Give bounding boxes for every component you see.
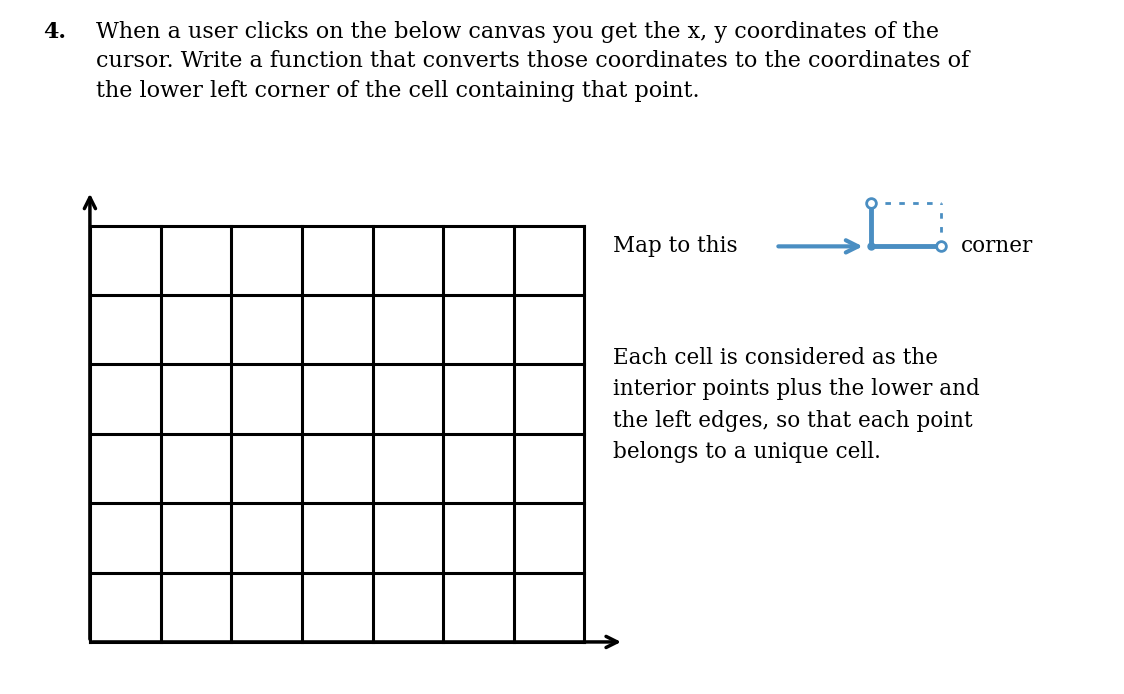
- Text: 4.: 4.: [43, 21, 65, 43]
- Text: Each cell is considered as the
interior points plus the lower and
the left edges: Each cell is considered as the interior …: [613, 347, 979, 463]
- Text: Map to this: Map to this: [613, 235, 737, 257]
- Text: corner: corner: [961, 235, 1033, 257]
- Text: When a user clicks on the below canvas you get the x, y coordinates of the
curso: When a user clicks on the below canvas y…: [96, 21, 969, 102]
